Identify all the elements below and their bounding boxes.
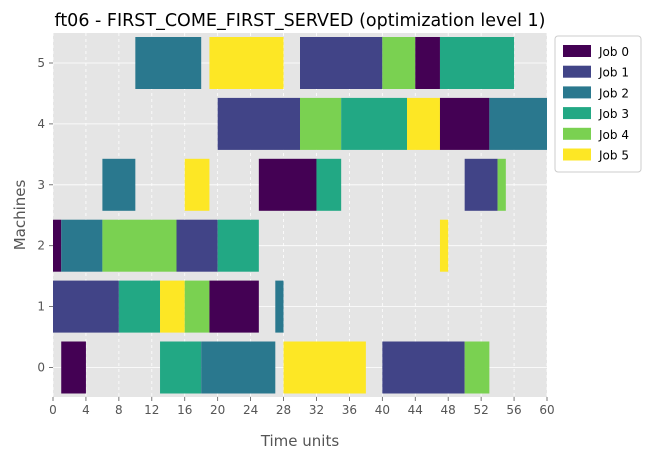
- legend-swatch: [563, 148, 591, 161]
- task-bar-machine-4-job-4: [300, 97, 342, 150]
- task-bar-machine-2-job-1: [176, 219, 218, 272]
- x-tick-label: 32: [309, 403, 324, 417]
- x-tick-label: 44: [408, 403, 423, 417]
- x-tick-label: 0: [49, 403, 57, 417]
- legend-swatch: [563, 45, 591, 57]
- x-tick-label: 40: [375, 403, 390, 417]
- x-tick-label: 60: [539, 403, 554, 417]
- task-bar-machine-4-job-2: [489, 97, 547, 150]
- x-axis-ticks: 0 4 8 12 16 20 24 28 32 36 40 44 48 52 56 60: [49, 397, 555, 417]
- legend-swatch: [563, 86, 591, 99]
- task-bar-machine-5-job-1: [300, 37, 383, 89]
- x-tick-label: 12: [144, 403, 159, 417]
- plot-background: [53, 33, 547, 397]
- task-bar-machine-3-job-0: [258, 158, 317, 211]
- task-bar-machine-4-job-1: [217, 97, 300, 150]
- x-tick-label: 8: [115, 403, 123, 417]
- task-bar-machine-3-job-3: [316, 158, 342, 211]
- legend-swatch: [563, 107, 591, 120]
- task-bar-machine-0-job-4: [464, 341, 490, 394]
- task-bar-machine-3-job-1: [464, 158, 498, 211]
- task-bar-machine-3-job-5: [184, 158, 210, 211]
- x-tick-label: 4: [82, 403, 90, 417]
- x-tick-label: 28: [276, 403, 291, 417]
- task-bar-machine-2-job-3: [217, 219, 259, 272]
- task-bar-machine-4-job-5: [407, 97, 440, 150]
- task-bar-machine-2-job-0: [53, 219, 62, 272]
- task-bar-machine-3-job-2: [102, 158, 136, 211]
- legend: Job 0 Job 1 Job 2 Job 3 Job 4 Job 5: [554, 35, 642, 173]
- task-bar-machine-0-job-0: [61, 341, 86, 394]
- legend-label: Job 2: [598, 86, 629, 100]
- task-bar-machine-0-job-5: [283, 341, 366, 394]
- task-bar-machine-4-job-0: [439, 97, 490, 150]
- task-bar-machine-5-job-5: [209, 37, 284, 89]
- legend-label: Job 0: [598, 45, 629, 59]
- y-tick-label: 5: [37, 56, 45, 70]
- y-axis-ticks: 0 1 2 3 4 5: [37, 56, 53, 375]
- task-bar-machine-1-job-3: [118, 280, 161, 333]
- y-tick-label: 1: [37, 300, 45, 314]
- legend-label: Job 1: [598, 66, 629, 80]
- task-bar-machine-3-job-4: [497, 158, 506, 211]
- task-bar-machine-1-job-1: [53, 280, 119, 333]
- legend-swatch: [563, 127, 591, 140]
- y-tick-label: 0: [37, 361, 45, 375]
- x-tick-label: 48: [441, 403, 456, 417]
- x-tick-label: 56: [506, 403, 521, 417]
- x-tick-label: 52: [473, 403, 488, 417]
- task-bar-machine-5-job-3: [439, 37, 515, 89]
- legend-label: Job 5: [598, 149, 629, 163]
- x-tick-label: 16: [177, 403, 192, 417]
- chart-title: ft06 - FIRST_COME_FIRST_SERVED (optimiza…: [54, 11, 545, 31]
- x-tick-label: 36: [342, 403, 357, 417]
- task-bar-machine-1-job-2: [275, 280, 284, 333]
- task-bar-machine-1-job-0: [209, 280, 259, 333]
- legend-swatch: [563, 65, 591, 78]
- y-tick-label: 3: [37, 178, 45, 192]
- y-tick-label: 2: [37, 239, 45, 253]
- y-tick-label: 4: [37, 117, 45, 131]
- task-bar-machine-2-job-5: [439, 219, 449, 272]
- x-tick-label: 24: [243, 403, 258, 417]
- y-axis-label: Machines: [11, 180, 29, 251]
- task-bar-machine-2-job-4: [102, 219, 177, 272]
- task-bar-machine-1-job-4: [184, 280, 210, 333]
- legend-label: Job 3: [598, 107, 629, 121]
- x-tick-label: 20: [210, 403, 225, 417]
- x-axis-label: Time units: [260, 432, 340, 450]
- legend-label: Job 4: [598, 128, 629, 142]
- task-bar-machine-0-job-3: [160, 341, 202, 394]
- task-bar-machine-5-job-2: [135, 37, 202, 89]
- task-bar-machine-1-job-5: [160, 280, 185, 333]
- task-bar-machine-0-job-1: [382, 341, 465, 394]
- task-bar-machine-2-job-2: [61, 219, 103, 272]
- task-bars: [53, 37, 547, 394]
- task-bar-machine-5-job-0: [415, 37, 440, 89]
- task-bar-machine-5-job-4: [382, 37, 416, 89]
- task-bar-machine-4-job-3: [341, 97, 408, 150]
- task-bar-machine-0-job-2: [201, 341, 276, 394]
